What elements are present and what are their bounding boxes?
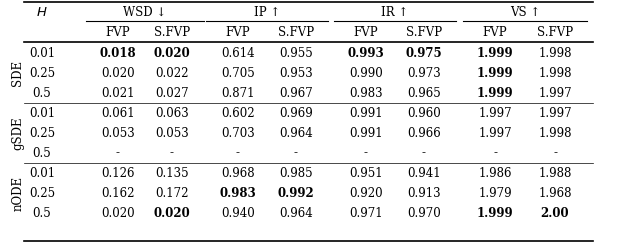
Text: 0.063: 0.063 bbox=[155, 106, 189, 120]
Text: gSDE: gSDE bbox=[12, 116, 24, 150]
Text: 0.162: 0.162 bbox=[101, 186, 135, 200]
Text: 0.920: 0.920 bbox=[349, 186, 383, 200]
Text: 0.969: 0.969 bbox=[279, 106, 313, 120]
Text: 0.913: 0.913 bbox=[407, 186, 441, 200]
Text: WSD ↓: WSD ↓ bbox=[124, 6, 166, 18]
Text: 0.126: 0.126 bbox=[101, 166, 135, 180]
Text: SDE: SDE bbox=[12, 60, 24, 86]
Text: -: - bbox=[422, 147, 426, 159]
Text: 0.5: 0.5 bbox=[33, 207, 51, 219]
Text: 0.25: 0.25 bbox=[29, 186, 55, 200]
Text: 0.018: 0.018 bbox=[100, 46, 136, 60]
Text: 0.061: 0.061 bbox=[101, 106, 135, 120]
Text: 0.983: 0.983 bbox=[220, 186, 257, 200]
Text: 0.990: 0.990 bbox=[349, 67, 383, 79]
Text: 0.951: 0.951 bbox=[349, 166, 383, 180]
Text: 0.975: 0.975 bbox=[406, 46, 442, 60]
Text: 1.986: 1.986 bbox=[478, 166, 512, 180]
Text: 0.053: 0.053 bbox=[155, 127, 189, 139]
Text: 0.971: 0.971 bbox=[349, 207, 383, 219]
Text: 0.970: 0.970 bbox=[407, 207, 441, 219]
Text: 0.965: 0.965 bbox=[407, 87, 441, 99]
Text: 1.988: 1.988 bbox=[538, 166, 572, 180]
Text: 0.020: 0.020 bbox=[101, 207, 135, 219]
Text: FVP: FVP bbox=[226, 26, 250, 38]
Text: S.FVP: S.FVP bbox=[154, 26, 190, 38]
Text: FVP: FVP bbox=[483, 26, 508, 38]
Text: 1.997: 1.997 bbox=[538, 87, 572, 99]
Text: IP ↑: IP ↑ bbox=[254, 6, 280, 18]
Text: 0.967: 0.967 bbox=[279, 87, 313, 99]
Text: 0.01: 0.01 bbox=[29, 46, 55, 60]
Text: 1.997: 1.997 bbox=[538, 106, 572, 120]
Text: -: - bbox=[493, 147, 497, 159]
Text: 0.993: 0.993 bbox=[348, 46, 385, 60]
Text: 0.172: 0.172 bbox=[156, 186, 189, 200]
Text: 0.973: 0.973 bbox=[407, 67, 441, 79]
Text: 0.602: 0.602 bbox=[221, 106, 255, 120]
Text: 0.614: 0.614 bbox=[221, 46, 255, 60]
Text: 0.991: 0.991 bbox=[349, 106, 383, 120]
Text: S.FVP: S.FVP bbox=[537, 26, 573, 38]
Text: -: - bbox=[236, 147, 240, 159]
Text: 0.955: 0.955 bbox=[279, 46, 313, 60]
Text: 0.053: 0.053 bbox=[101, 127, 135, 139]
Text: -: - bbox=[170, 147, 174, 159]
Text: 1.999: 1.999 bbox=[477, 46, 513, 60]
Text: -: - bbox=[364, 147, 368, 159]
Text: 0.983: 0.983 bbox=[349, 87, 383, 99]
Text: -: - bbox=[294, 147, 298, 159]
Text: 0.135: 0.135 bbox=[155, 166, 189, 180]
Text: 0.966: 0.966 bbox=[407, 127, 441, 139]
Text: 0.703: 0.703 bbox=[221, 127, 255, 139]
Text: 0.020: 0.020 bbox=[101, 67, 135, 79]
Text: 0.25: 0.25 bbox=[29, 127, 55, 139]
Text: FVP: FVP bbox=[354, 26, 378, 38]
Text: 0.953: 0.953 bbox=[279, 67, 313, 79]
Text: 0.964: 0.964 bbox=[279, 207, 313, 219]
Text: 1.999: 1.999 bbox=[477, 207, 513, 219]
Text: 0.5: 0.5 bbox=[33, 147, 51, 159]
Text: 0.985: 0.985 bbox=[279, 166, 313, 180]
Text: S.FVP: S.FVP bbox=[278, 26, 314, 38]
Text: 0.964: 0.964 bbox=[279, 127, 313, 139]
Text: 1.998: 1.998 bbox=[538, 46, 572, 60]
Text: -: - bbox=[553, 147, 557, 159]
Text: 1.999: 1.999 bbox=[477, 87, 513, 99]
Text: 0.5: 0.5 bbox=[33, 87, 51, 99]
Text: 0.705: 0.705 bbox=[221, 67, 255, 79]
Text: 0.991: 0.991 bbox=[349, 127, 383, 139]
Text: 0.871: 0.871 bbox=[221, 87, 255, 99]
Text: 2.00: 2.00 bbox=[541, 207, 570, 219]
Text: S.FVP: S.FVP bbox=[406, 26, 442, 38]
Text: 0.01: 0.01 bbox=[29, 106, 55, 120]
Text: 1.999: 1.999 bbox=[477, 67, 513, 79]
Text: 0.25: 0.25 bbox=[29, 67, 55, 79]
Text: 1.979: 1.979 bbox=[478, 186, 512, 200]
Text: 1.997: 1.997 bbox=[478, 106, 512, 120]
Text: $H$: $H$ bbox=[36, 6, 48, 18]
Text: 0.992: 0.992 bbox=[278, 186, 314, 200]
Text: 0.01: 0.01 bbox=[29, 166, 55, 180]
Text: 0.020: 0.020 bbox=[154, 46, 190, 60]
Text: 1.968: 1.968 bbox=[538, 186, 572, 200]
Text: 1.998: 1.998 bbox=[538, 67, 572, 79]
Text: -: - bbox=[116, 147, 120, 159]
Text: IR ↑: IR ↑ bbox=[381, 6, 408, 18]
Text: 0.941: 0.941 bbox=[407, 166, 441, 180]
Text: nODE: nODE bbox=[12, 175, 24, 211]
Text: 0.940: 0.940 bbox=[221, 207, 255, 219]
Text: 0.020: 0.020 bbox=[154, 207, 190, 219]
Text: 0.960: 0.960 bbox=[407, 106, 441, 120]
Text: 0.022: 0.022 bbox=[156, 67, 189, 79]
Text: 0.968: 0.968 bbox=[221, 166, 255, 180]
Text: 0.027: 0.027 bbox=[155, 87, 189, 99]
Text: FVP: FVP bbox=[106, 26, 131, 38]
Text: 0.021: 0.021 bbox=[101, 87, 135, 99]
Text: 1.997: 1.997 bbox=[478, 127, 512, 139]
Text: VS ↑: VS ↑ bbox=[510, 6, 540, 18]
Text: 1.998: 1.998 bbox=[538, 127, 572, 139]
